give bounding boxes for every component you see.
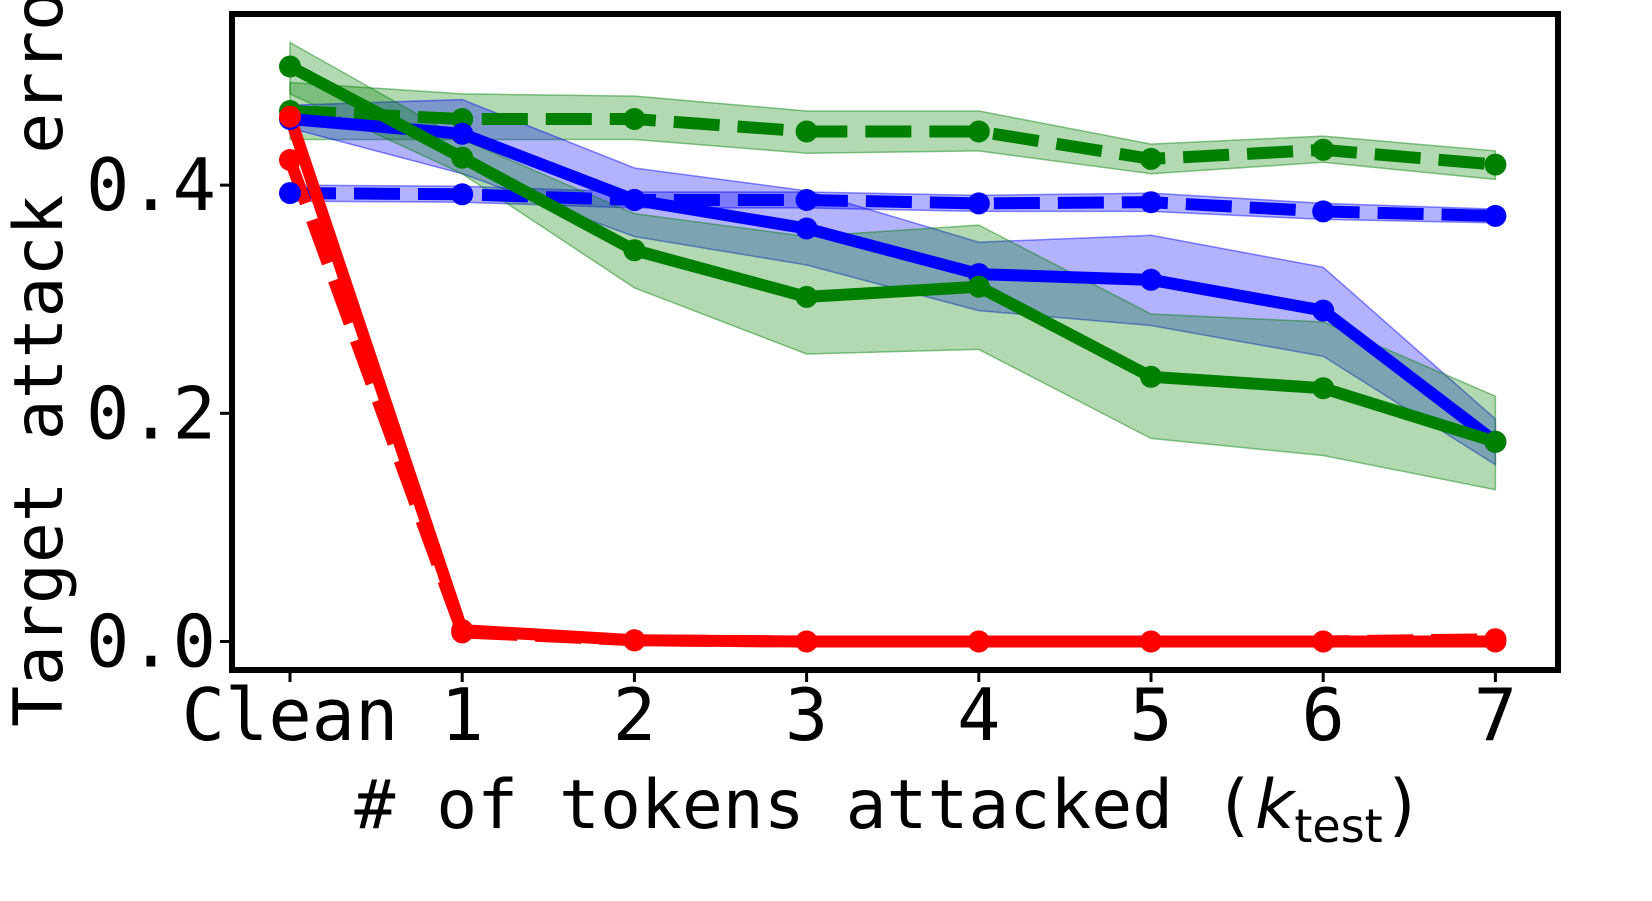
x-axis-ticks: Clean 1 2 3 4 5 6 7 <box>182 673 1517 757</box>
series-5-point <box>1312 630 1335 653</box>
series-3-point <box>1140 365 1162 388</box>
y-axis-ticks: 0.0 0.2 0.4 <box>86 143 229 683</box>
series-0-point <box>623 108 646 130</box>
series-0-point <box>1140 147 1162 170</box>
series-1-line <box>289 187 1496 222</box>
x-tick-label: 2 <box>613 673 656 757</box>
series-0-line <box>289 105 1496 171</box>
series-0-point <box>967 120 990 143</box>
x-axis-label-main: # of tokens attacked ( <box>354 766 1255 845</box>
series-2-point <box>795 217 818 240</box>
series-0-point <box>795 120 818 143</box>
series-1-point <box>795 189 818 211</box>
x-axis-label-close: ) <box>1383 766 1424 845</box>
x-tick-label: 6 <box>1302 673 1345 757</box>
x-tick-label: 1 <box>441 673 484 757</box>
series-3-point <box>1484 430 1507 453</box>
series-5-point <box>1140 630 1162 653</box>
x-tick-label: 5 <box>1129 673 1172 757</box>
plot-frame <box>229 11 1561 673</box>
series-1-point <box>1312 200 1335 223</box>
x-axis-label: # of tokens attacked (ktest) <box>354 766 1423 853</box>
y-tick-label: 0.4 <box>86 143 216 227</box>
series-3-point <box>279 55 301 78</box>
series-1-point <box>451 183 474 206</box>
x-tick-label: 4 <box>957 673 1000 757</box>
series-2-line <box>289 113 1500 447</box>
series-3-point <box>795 285 818 308</box>
series-3-line <box>287 61 1498 448</box>
series-2-point <box>1140 268 1162 291</box>
series-5-point <box>279 105 301 128</box>
series-2-point <box>1312 299 1335 322</box>
series-lines <box>284 61 1500 648</box>
x-tick-label: 3 <box>785 673 828 757</box>
series-5-point <box>795 630 818 653</box>
x-axis-label-subscript: test <box>1294 799 1382 853</box>
series-0-point <box>1484 153 1507 176</box>
series-3-point <box>623 239 646 262</box>
series-3-point <box>967 275 990 298</box>
series-1-point <box>967 192 990 215</box>
series-5-point <box>967 630 990 653</box>
x-axis-label-variable: k <box>1255 766 1297 845</box>
series-5-line <box>284 114 1496 648</box>
x-tick-label: Clean <box>182 673 399 757</box>
x-tick-label: 7 <box>1474 673 1517 757</box>
series-2-point <box>451 122 474 145</box>
y-tick-label: 0.0 <box>86 599 216 683</box>
series-1-point <box>279 182 301 205</box>
series-3-point <box>451 146 474 169</box>
confidence-bands <box>289 41 1497 491</box>
series-1-point <box>1140 191 1162 214</box>
series-1-point <box>1484 204 1507 227</box>
series-5-point <box>451 619 474 642</box>
series-4-point <box>279 149 301 171</box>
series-5-point <box>623 629 646 652</box>
series-3-point <box>1312 377 1335 400</box>
series-5-point <box>1484 630 1507 653</box>
y-tick-label: 0.2 <box>86 371 216 455</box>
series-markers <box>279 55 1507 653</box>
series-0-point <box>1312 138 1335 161</box>
series-2-point <box>623 189 646 211</box>
y-axis-label: Target attack error <box>0 0 79 727</box>
